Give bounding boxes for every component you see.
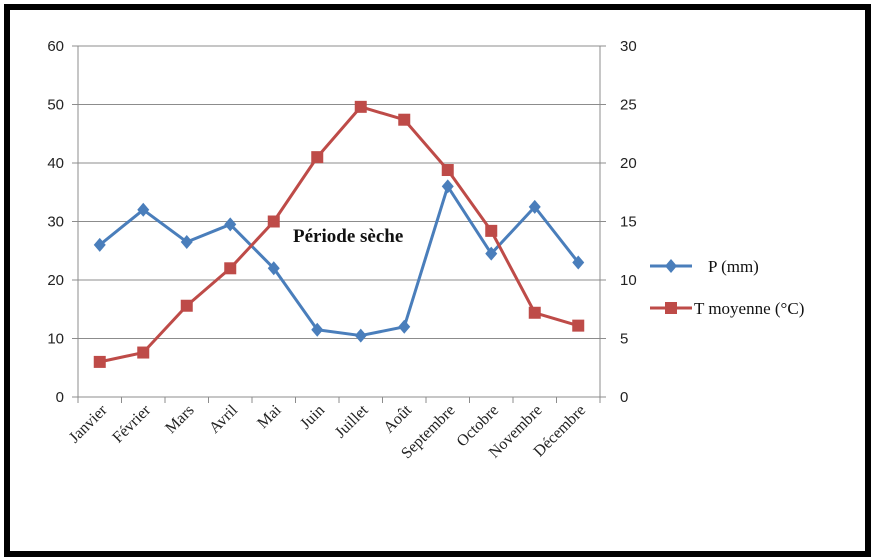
month-label: Février [109, 401, 154, 446]
right-tick-label: 30 [620, 38, 637, 55]
data-point [572, 255, 585, 270]
data-point [267, 261, 280, 276]
annotation-dry-period: Période sèche [293, 226, 403, 247]
left-tick-label: 50 [47, 97, 64, 114]
data-point [398, 113, 411, 126]
legend-item: T moyenne (°C) [650, 299, 804, 318]
data-point [441, 164, 454, 177]
data-point [180, 234, 193, 249]
legend-label: T moyenne (°C) [694, 299, 804, 318]
data-point [441, 179, 454, 194]
legend-marker [665, 259, 677, 273]
data-point [224, 217, 237, 232]
legend: P (mm) T moyenne (°C) [650, 257, 804, 318]
right-tick-label: 15 [620, 214, 637, 231]
legend-item: P (mm) [650, 257, 759, 276]
climate-chart: 0 10 20 30 40 50 60 0 5 10 15 20 25 30 JanvierFévrie… [47, 38, 804, 462]
data-point [93, 237, 106, 252]
data-point [572, 319, 585, 332]
month-label: Août [380, 401, 415, 436]
left-tick-label: 60 [47, 38, 64, 55]
data-point [311, 322, 324, 337]
left-tick-label: 20 [47, 272, 64, 289]
data-point [93, 355, 106, 368]
data-point [528, 306, 541, 319]
right-tick-label: 0 [620, 389, 628, 406]
legend-marker [665, 302, 677, 314]
month-label: Mai [254, 401, 285, 432]
series-layer [93, 100, 585, 368]
right-axis-ticks: 0 5 10 15 20 25 30 [620, 38, 637, 406]
data-point [137, 202, 150, 217]
month-label: Avril [206, 401, 241, 436]
left-tick-label: 0 [56, 389, 64, 406]
data-point [137, 346, 150, 359]
right-tick-label: 10 [620, 272, 637, 289]
gridlines [78, 45, 600, 339]
right-tick-label: 25 [620, 97, 637, 114]
month-label: Juillet [332, 401, 372, 441]
right-tick-label: 5 [620, 331, 628, 348]
axes [72, 45, 606, 403]
left-tick-label: 10 [47, 331, 64, 348]
data-point [354, 100, 367, 113]
month-label: Janvier [66, 401, 111, 446]
series-1 [93, 179, 585, 343]
series-line [99, 105, 579, 364]
data-point [267, 215, 280, 228]
month-label: Juin [297, 402, 328, 433]
data-point [528, 199, 541, 214]
left-tick-label: 30 [47, 214, 64, 231]
data-point [180, 299, 193, 312]
data-point [398, 319, 411, 334]
month-label: Mars [162, 402, 197, 437]
data-point [485, 224, 498, 237]
legend-label: P (mm) [708, 257, 759, 276]
chart-frame: 0 10 20 30 40 50 60 0 5 10 15 20 25 30 Janvier Févrie… [4, 4, 871, 557]
data-point [485, 246, 498, 261]
data-point [311, 151, 324, 164]
data-point [224, 262, 237, 275]
left-tick-label: 40 [47, 155, 64, 172]
left-axis-ticks: 0 10 20 30 40 50 60 [47, 38, 64, 406]
series-2 [93, 100, 585, 368]
right-tick-label: 20 [620, 155, 637, 172]
data-point [354, 328, 367, 343]
